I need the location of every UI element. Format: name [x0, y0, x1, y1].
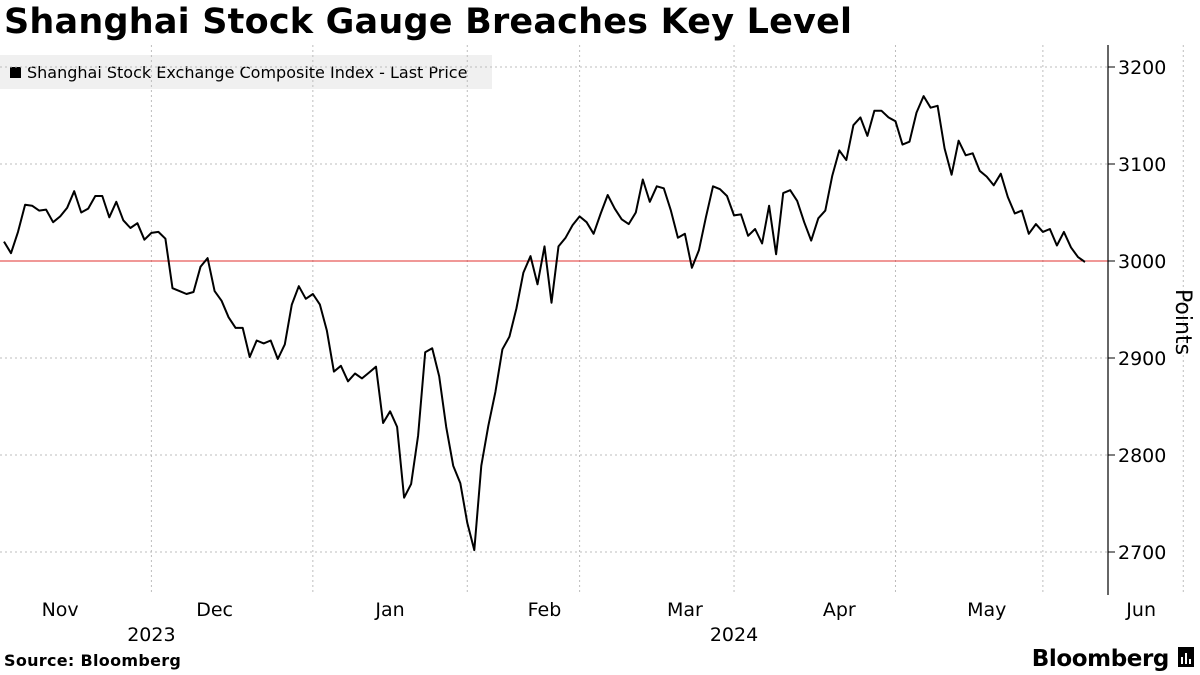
x-year-label: 2024	[710, 624, 758, 646]
x-tick-label: Feb	[528, 599, 562, 621]
y-tick-label: 3000	[1118, 251, 1166, 273]
y-axis-title: Points	[1170, 289, 1195, 355]
legend-swatch	[10, 66, 21, 78]
series-group	[3, 95, 1086, 552]
y-tick-label: 3100	[1118, 154, 1166, 176]
x-tick-label: May	[967, 599, 1006, 621]
brand-name: Bloomberg	[1031, 646, 1170, 672]
legend: Shanghai Stock Exchange Composite Index …	[0, 55, 492, 89]
x-tick-label: Mar	[667, 599, 703, 621]
source-note: Source: Bloomberg	[4, 651, 182, 670]
x-tick-label: Jun	[1125, 599, 1156, 621]
x-tick-label: Nov	[42, 599, 79, 621]
axes: 2700 2800 2900 3000 3100 3200 Points Nov Dec Jan F…	[42, 45, 1195, 646]
x-tick-label: Apr	[823, 599, 856, 621]
y-tick-label: 2900	[1118, 348, 1166, 370]
x-year-label: 2023	[127, 624, 175, 646]
series-line-shanghai-composite	[3, 95, 1086, 552]
chart-title: Shanghai Stock Gauge Breaches Key Level	[4, 2, 853, 42]
legend-label: Shanghai Stock Exchange Composite Index …	[27, 62, 468, 82]
y-tick-label: 3200	[1118, 57, 1166, 79]
x-tick-label: Dec	[196, 599, 233, 621]
gridlines	[0, 45, 1184, 595]
y-tick-label: 2800	[1118, 445, 1166, 467]
x-tick-label: Jan	[374, 599, 404, 621]
brand-logo: Bloomberg	[1032, 646, 1194, 672]
y-tick-label: 2700	[1118, 542, 1166, 564]
bloomberg-chart-icon	[1178, 647, 1194, 671]
